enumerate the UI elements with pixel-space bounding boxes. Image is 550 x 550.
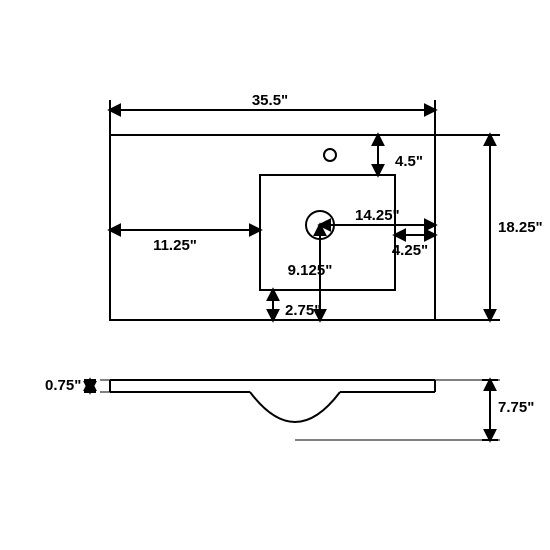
svg-text:4.25": 4.25" — [392, 242, 428, 259]
svg-text:18.25": 18.25" — [498, 219, 543, 236]
svg-text:0.75": 0.75" — [45, 377, 81, 394]
svg-text:14.25": 14.25" — [355, 207, 400, 224]
technical-drawing: 35.5" 18.25" 11.25" 4.5" 4.25" 2.75" 14.25" 9.1… — [0, 0, 550, 550]
svg-text:7.75": 7.75" — [498, 399, 534, 416]
svg-text:2.75": 2.75" — [285, 302, 321, 319]
svg-text:11.25": 11.25" — [153, 237, 197, 254]
svg-text:35.5": 35.5" — [252, 92, 288, 109]
svg-text:4.5": 4.5" — [395, 153, 423, 170]
svg-text:9.125": 9.125" — [288, 262, 333, 279]
